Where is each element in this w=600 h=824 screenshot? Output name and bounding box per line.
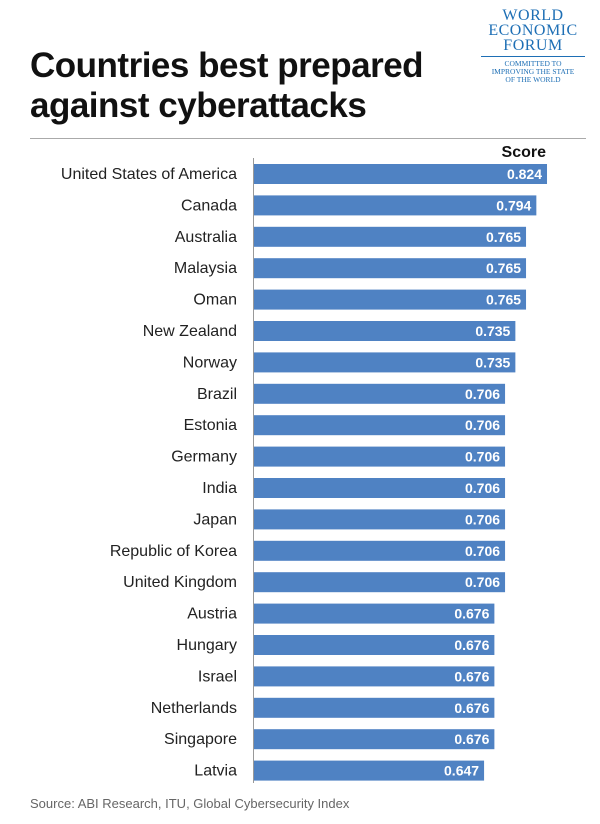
- bar-value-label: 0.706: [465, 543, 500, 559]
- bar-value-label: 0.706: [465, 386, 500, 402]
- category-label: Israel: [198, 668, 237, 685]
- logo-word-2: ECONOMIC: [488, 22, 578, 39]
- bar-value-label: 0.706: [465, 449, 500, 465]
- bar-value-label: 0.735: [475, 323, 510, 339]
- bar-value-label: 0.676: [454, 668, 489, 684]
- logo-word-1: WORLD: [502, 7, 564, 24]
- category-label: New Zealand: [143, 323, 237, 340]
- bar: [254, 415, 506, 436]
- bar: [254, 195, 537, 216]
- bar: [254, 760, 485, 781]
- bar: [254, 383, 506, 404]
- category-label: Australia: [175, 229, 237, 246]
- logo-tagline-1: COMMITTED TO: [504, 59, 562, 68]
- category-label: Netherlands: [151, 700, 237, 717]
- category-label: Singapore: [164, 731, 237, 748]
- bar-value-label: 0.676: [454, 700, 489, 716]
- chart-title: Countries best prepared against cyberatt…: [30, 46, 424, 125]
- bar-value-label: 0.706: [465, 574, 500, 590]
- category-axis-line: [253, 158, 254, 783]
- logo-word-3: FORUM: [503, 37, 563, 54]
- bar-value-label: 0.794: [496, 197, 531, 213]
- bar: [254, 540, 506, 561]
- category-label: Malaysia: [174, 260, 237, 277]
- bar: [254, 509, 506, 530]
- wef-logo: WORLD ECONOMIC FORUM COMMITTED TO IMPROV…: [478, 8, 588, 84]
- logo-tagline-3: OF THE WORLD: [505, 75, 561, 84]
- bar-value-label: 0.706: [465, 417, 500, 433]
- bar: [254, 729, 495, 750]
- category-label: United Kingdom: [123, 574, 237, 591]
- title-divider: [30, 138, 586, 139]
- category-label: Japan: [193, 511, 237, 528]
- bar: [254, 226, 527, 247]
- bar: [254, 635, 495, 655]
- bar-value-label: 0.647: [444, 763, 479, 779]
- bar-value-label: 0.706: [465, 511, 500, 527]
- bar: [254, 446, 506, 467]
- bar: [254, 478, 506, 498]
- category-label: Hungary: [177, 637, 237, 654]
- category-label: Oman: [193, 292, 237, 309]
- logo-tagline-2: IMPROVING THE STATE: [491, 67, 575, 76]
- logo-divider: [481, 56, 585, 57]
- bar-value-label: 0.676: [454, 606, 489, 622]
- bar-value-label: 0.765: [486, 292, 521, 308]
- bar: [254, 603, 495, 624]
- category-label: United States of America: [61, 166, 237, 183]
- category-label: Republic of Korea: [110, 543, 237, 560]
- bar-value-label: 0.676: [454, 637, 489, 653]
- bar: [254, 289, 527, 310]
- bar-value-label: 0.824: [507, 166, 542, 182]
- bar: [254, 572, 506, 593]
- bar-value-label: 0.676: [454, 731, 489, 747]
- bar: [254, 321, 516, 341]
- category-label: Estonia: [184, 417, 237, 434]
- bar-value-label: 0.735: [475, 354, 510, 370]
- category-label: Norway: [183, 354, 237, 371]
- bar: [254, 666, 495, 687]
- category-label: Austria: [187, 606, 237, 623]
- bar-value-label: 0.765: [486, 229, 521, 245]
- bar: [254, 258, 527, 279]
- category-label: Germany: [171, 449, 237, 466]
- source-note: Source: ABI Research, ITU, Global Cybers…: [30, 796, 350, 811]
- category-label: Latvia: [194, 763, 237, 780]
- bar: [254, 164, 548, 184]
- bar-value-label: 0.765: [486, 260, 521, 276]
- bar: [254, 352, 516, 373]
- category-label: Canada: [181, 197, 237, 214]
- category-label: Brazil: [197, 386, 237, 403]
- value-column-header: Score: [501, 144, 546, 161]
- category-label: India: [202, 480, 237, 497]
- bar-value-label: 0.706: [465, 480, 500, 496]
- bar: [254, 697, 495, 718]
